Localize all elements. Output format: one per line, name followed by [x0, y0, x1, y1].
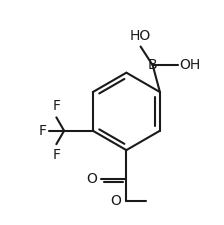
Text: HO: HO	[130, 29, 151, 43]
Text: OH: OH	[179, 58, 200, 72]
Text: F: F	[38, 124, 46, 138]
Text: B: B	[148, 58, 157, 72]
Text: O: O	[111, 194, 121, 208]
Text: F: F	[52, 148, 60, 162]
Text: O: O	[86, 172, 97, 186]
Text: F: F	[52, 99, 60, 113]
